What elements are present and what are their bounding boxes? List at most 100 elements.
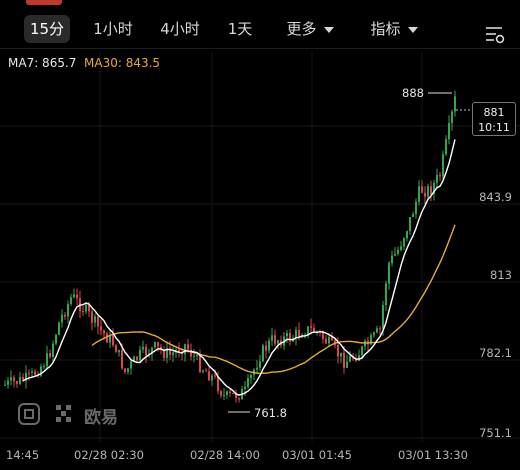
- candle-down: [235, 389, 237, 403]
- candle-up: [376, 325, 378, 334]
- candle-up: [349, 351, 351, 363]
- candle-up: [52, 340, 54, 364]
- candle-up: [403, 237, 405, 251]
- candle-up: [4, 380, 6, 386]
- candle-up: [409, 216, 411, 235]
- candle-up: [67, 300, 69, 324]
- candle-up: [433, 179, 435, 201]
- candle-down: [313, 323, 315, 333]
- candle-up: [412, 211, 414, 218]
- candle-up: [109, 329, 111, 349]
- candle-up: [394, 247, 396, 257]
- price-tick: 843.9: [479, 190, 512, 204]
- candle-up: [25, 365, 27, 389]
- chevron-down-icon: [407, 26, 418, 33]
- candle-up: [211, 373, 213, 386]
- candle-up: [340, 352, 342, 364]
- candle-down: [208, 367, 210, 381]
- candle-down: [289, 328, 291, 346]
- tab-1h[interactable]: 1小时: [93, 20, 133, 38]
- candle-down: [145, 344, 147, 363]
- candle-up: [445, 135, 447, 157]
- ma30-line: [91, 224, 456, 375]
- candle-up: [295, 326, 297, 346]
- candle-down: [421, 180, 423, 194]
- brand-watermark: 欧易: [84, 408, 118, 428]
- candle-up: [184, 343, 186, 362]
- candle-down: [439, 172, 441, 182]
- candle-up: [427, 183, 429, 200]
- low-marker-label: 761.8: [254, 406, 287, 420]
- candle-up: [223, 387, 225, 400]
- price-tick: 782.1: [479, 346, 512, 360]
- candle-up: [58, 321, 60, 336]
- candle-up: [127, 367, 129, 375]
- candle-up: [262, 343, 264, 363]
- candle-up: [61, 309, 63, 328]
- tab-4h[interactable]: 4小时: [160, 20, 200, 38]
- candle-down: [379, 325, 381, 336]
- candle-down: [220, 389, 222, 399]
- candle-up: [55, 333, 57, 346]
- candle-down: [424, 186, 426, 204]
- time-tick: 03/01 01:45: [282, 448, 352, 462]
- candle-down: [124, 368, 126, 375]
- candle-down: [322, 330, 324, 344]
- candle-up: [307, 326, 309, 339]
- time-tick: 14:45: [6, 448, 40, 462]
- candle-down: [178, 342, 180, 358]
- candle-down: [274, 329, 276, 346]
- candle-down: [115, 343, 117, 353]
- candle-down: [100, 319, 102, 336]
- time-tick: 02/28 14:00: [190, 448, 260, 462]
- candle-down: [280, 335, 282, 349]
- candle-down: [91, 309, 93, 331]
- tabs-divider: [0, 48, 520, 49]
- candle-down: [163, 345, 165, 362]
- candle-up: [388, 260, 390, 290]
- candle-down: [13, 375, 15, 388]
- candle-up: [130, 359, 132, 375]
- tab-indicators[interactable]: 指标: [364, 15, 424, 43]
- tab-15m[interactable]: 15分: [24, 15, 70, 43]
- ma30-label: MA30: 843.5: [84, 56, 161, 70]
- candle-up: [250, 373, 252, 384]
- price-tick: 751.1: [479, 426, 512, 440]
- chart-settings-icon[interactable]: [484, 24, 506, 46]
- candle-down: [34, 369, 36, 377]
- candle-up: [46, 345, 48, 369]
- tab-1d[interactable]: 1天: [227, 20, 253, 38]
- candle-up: [286, 329, 288, 343]
- candle-up: [361, 345, 363, 358]
- candle-down: [64, 312, 66, 320]
- candle-up: [259, 354, 261, 372]
- time-tick: 03/01 13:30: [398, 448, 468, 462]
- ma7-label: MA7: 865.7: [8, 56, 77, 70]
- candle-up: [154, 341, 156, 349]
- candle-countdown: 10:11: [478, 121, 510, 134]
- candle-up: [253, 367, 255, 381]
- candle-down: [199, 349, 201, 374]
- candle-up: [415, 198, 417, 219]
- candle-up: [226, 390, 228, 399]
- candle-down: [205, 367, 207, 372]
- candle-up: [268, 337, 270, 354]
- candle-down: [430, 180, 432, 202]
- candle-up: [454, 90, 456, 117]
- candle-down: [232, 392, 234, 395]
- tab-more[interactable]: 更多: [280, 15, 340, 43]
- timeframe-tabs: 15分 1小时 4小时 1天 更多 指标: [0, 10, 520, 48]
- candle-up: [148, 348, 150, 358]
- candle-up: [118, 349, 120, 357]
- candle-down: [367, 336, 369, 353]
- candle-down: [217, 371, 219, 395]
- time-tick: 02/28 02:30: [74, 448, 144, 462]
- candle-down: [343, 346, 345, 374]
- chevron-down-icon: [323, 26, 334, 33]
- candle-up: [85, 302, 87, 315]
- candle-down: [76, 288, 78, 306]
- candle-up: [448, 115, 450, 145]
- candle-up: [400, 240, 402, 252]
- candle-up: [436, 168, 438, 188]
